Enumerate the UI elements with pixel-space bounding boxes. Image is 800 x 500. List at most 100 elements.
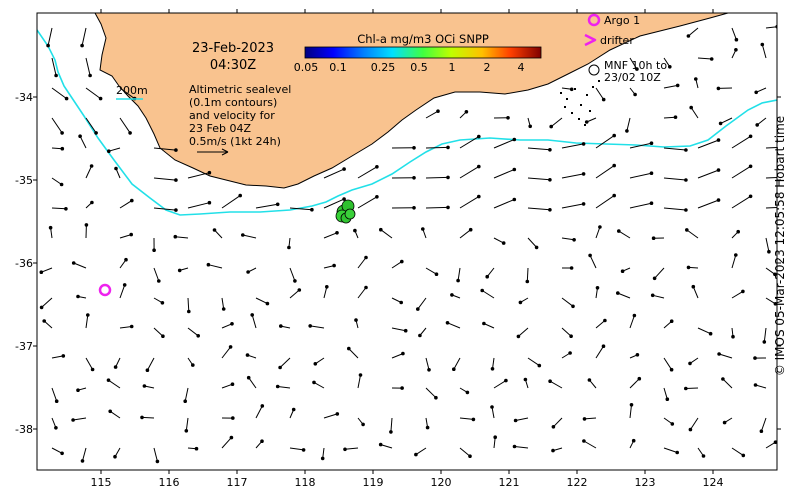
velocity-arrow xyxy=(618,230,631,239)
velocity-arrow-head xyxy=(129,232,133,237)
velocity-arrow xyxy=(527,147,550,151)
velocity-arrow-head xyxy=(177,268,182,273)
velocity-arrow xyxy=(626,117,631,132)
velocity-arrow-head xyxy=(174,208,178,212)
velocity-arrow xyxy=(459,447,471,457)
velocity-arrow-head xyxy=(291,407,296,412)
velocity-arrow-head xyxy=(709,57,714,61)
velocity-arrow xyxy=(493,169,515,179)
info-line: Altimetric sealevel xyxy=(189,83,291,96)
velocity-arrow xyxy=(761,44,767,59)
velocity-arrow-head xyxy=(342,197,346,201)
velocity-arrow xyxy=(765,297,776,305)
velocity-arrow xyxy=(731,195,751,209)
velocity-arrow-head xyxy=(598,225,602,229)
velocity-arrow xyxy=(483,323,495,329)
velocity-arrow-head xyxy=(753,356,757,360)
velocity-arrow xyxy=(629,202,652,209)
velocity-arrow-head xyxy=(637,376,642,381)
velocity-arrow-head xyxy=(773,302,777,306)
velocity-arrow xyxy=(108,379,121,389)
velocity-arrow xyxy=(629,172,652,179)
velocity-arrow xyxy=(310,325,325,329)
velocity-arrow-head xyxy=(587,378,592,382)
velocity-arrow xyxy=(629,142,652,149)
velocity-arrow xyxy=(718,353,733,359)
velocity-arrow-head xyxy=(401,351,405,356)
velocity-arrow-head xyxy=(64,207,68,211)
contour-200m-line xyxy=(37,29,777,216)
velocity-arrow-head xyxy=(60,451,64,456)
velocity-arrow-head xyxy=(537,363,542,368)
velocity-arrow-head xyxy=(512,197,517,202)
velocity-arrow-head xyxy=(512,444,517,449)
velocity-arrow-head xyxy=(265,301,270,306)
velocity-arrow xyxy=(51,207,66,210)
velocity-arrow xyxy=(663,387,668,400)
scale-arrow xyxy=(197,148,229,156)
velocity-arrow xyxy=(323,232,338,239)
velocity-arrow-head xyxy=(108,409,112,414)
velocity-arrow-head xyxy=(335,412,340,416)
velocity-arrow xyxy=(561,327,572,337)
velocity-arrow xyxy=(279,357,291,368)
velocity-arrow-head xyxy=(301,448,306,452)
velocity-arrow-head xyxy=(89,164,94,168)
velocity-arrow xyxy=(584,417,597,420)
velocity-arrow-head xyxy=(312,380,316,385)
velocity-arrow-head xyxy=(157,279,161,283)
lat-tick-label: -38 xyxy=(15,423,33,436)
velocity-arrow-head xyxy=(501,241,506,245)
velocity-arrow-head xyxy=(412,206,416,210)
velocity-arrow xyxy=(654,267,665,279)
velocity-arrow-head xyxy=(221,307,226,311)
velocity-arrow xyxy=(765,146,777,149)
velocity-arrow xyxy=(51,177,62,185)
velocity-arrow-head xyxy=(722,420,727,425)
land-mass xyxy=(94,13,729,189)
velocity-arrow-head xyxy=(480,288,485,293)
velocity-arrow xyxy=(492,357,495,369)
velocity-arrow-head xyxy=(512,137,517,142)
velocity-arrow xyxy=(415,447,427,456)
velocity-arrow xyxy=(81,27,87,46)
velocity-arrow xyxy=(550,117,563,127)
velocity-arrow xyxy=(425,146,449,149)
velocity-arrow xyxy=(323,198,345,209)
lon-tick-label: 121 xyxy=(499,476,520,489)
velocity-arrow-head xyxy=(708,331,713,336)
chl-a-patch xyxy=(335,199,356,224)
velocity-arrow xyxy=(85,165,93,179)
velocity-arrow xyxy=(692,286,699,299)
velocity-arrow-head xyxy=(651,236,656,240)
velocity-arrow-head xyxy=(343,447,347,452)
velocity-arrow-head xyxy=(518,300,523,305)
velocity-arrow xyxy=(425,387,437,399)
velocity-arrow-head xyxy=(325,285,329,289)
velocity-arrow-head xyxy=(669,367,674,372)
velocity-arrow-head xyxy=(71,261,76,265)
velocity-arrow-head xyxy=(617,229,621,233)
velocity-arrow-head xyxy=(741,453,746,458)
velocity-arrow-head xyxy=(246,375,251,380)
longitude-axis: 115 116 117 118 119 120 121 122 123 124 xyxy=(91,476,724,489)
velocity-arrow xyxy=(255,405,263,419)
velocity-arrow-head xyxy=(688,361,692,366)
velocity-arrow-head xyxy=(689,105,693,110)
velocity-arrow-head xyxy=(54,426,58,430)
map-frame xyxy=(36,12,778,471)
title-date: 23-Feb-2023 xyxy=(192,41,274,56)
velocity-arrow-head xyxy=(551,425,556,429)
velocity-arrow-head xyxy=(54,73,58,78)
velocity-arrow xyxy=(731,165,751,179)
velocity-arrow xyxy=(119,87,135,100)
velocity-arrow xyxy=(153,267,160,282)
velocity-arrow xyxy=(731,254,737,269)
depth-contour-legend: 200m xyxy=(116,84,148,100)
velocity-arrow-head xyxy=(528,124,532,129)
velocity-arrow-head xyxy=(612,163,616,168)
velocity-arrow-head xyxy=(471,417,476,422)
velocity-arrow xyxy=(765,441,776,449)
velocity-arrow-head xyxy=(716,168,721,172)
velocity-arrow-head xyxy=(320,456,325,461)
